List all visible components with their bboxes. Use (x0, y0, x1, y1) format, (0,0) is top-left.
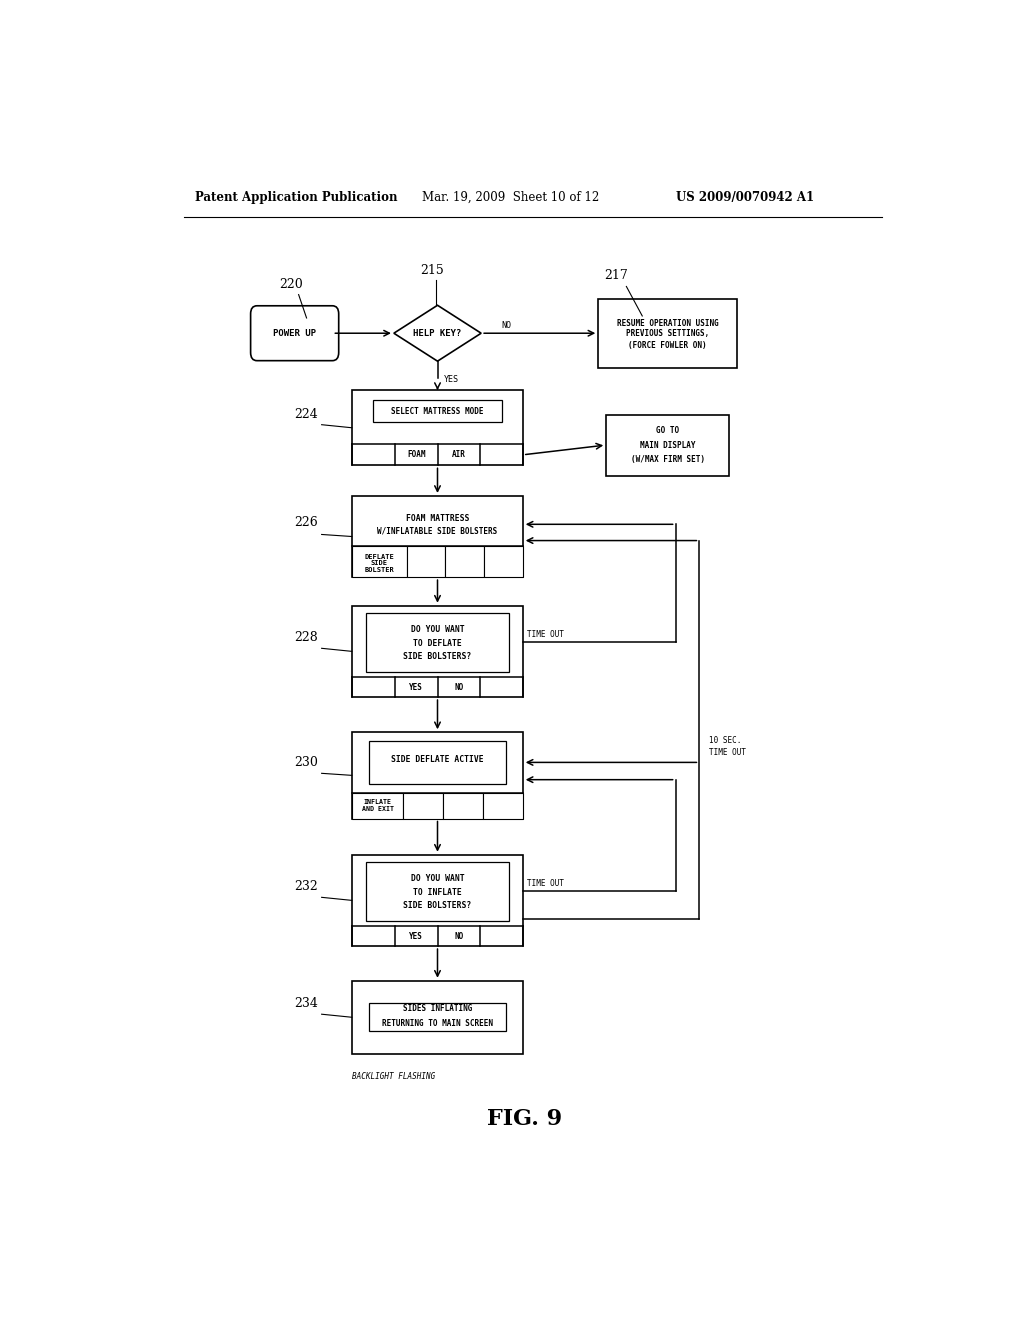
Text: SIDE DEFLATE ACTIVE: SIDE DEFLATE ACTIVE (391, 755, 483, 764)
Bar (352, 981, 523, 1053)
Text: HELP KEY?: HELP KEY? (414, 329, 462, 338)
Bar (352, 733, 523, 818)
Text: FIG. 9: FIG. 9 (487, 1107, 562, 1130)
Bar (483, 792, 523, 818)
Text: YES: YES (410, 932, 423, 941)
Bar (403, 792, 443, 818)
Bar (443, 792, 483, 818)
Text: Patent Application Publication: Patent Application Publication (196, 190, 398, 203)
Text: 224: 224 (295, 408, 318, 421)
Text: SIDES INFLATING: SIDES INFLATING (402, 1005, 472, 1012)
Text: SIDE: SIDE (371, 560, 388, 566)
Text: W/INFLATABLE SIDE BOLSTERS: W/INFLATABLE SIDE BOLSTERS (378, 527, 498, 536)
Text: SELECT MATTRESS MODE: SELECT MATTRESS MODE (391, 407, 483, 416)
Text: Mar. 19, 2009  Sheet 10 of 12: Mar. 19, 2009 Sheet 10 of 12 (422, 190, 599, 203)
Bar (366, 612, 509, 672)
Text: TIME OUT: TIME OUT (526, 879, 564, 887)
Text: RESUME OPERATION USING: RESUME OPERATION USING (616, 318, 719, 327)
Text: SIDE BOLSTERS?: SIDE BOLSTERS? (403, 902, 472, 911)
Text: BACKLIGHT FLASHING: BACKLIGHT FLASHING (352, 1072, 435, 1081)
Bar (352, 854, 523, 946)
Bar (352, 496, 523, 577)
Text: PREVIOUS SETTINGS,: PREVIOUS SETTINGS, (626, 329, 710, 338)
Text: (W/MAX FIRM SET): (W/MAX FIRM SET) (631, 455, 705, 463)
Text: AND EXIT: AND EXIT (361, 807, 394, 813)
Text: POWER UP: POWER UP (273, 329, 316, 338)
Polygon shape (394, 305, 481, 362)
Text: TIME OUT: TIME OUT (709, 747, 745, 756)
Text: 226: 226 (295, 516, 318, 529)
Text: 217: 217 (604, 269, 628, 282)
Bar (373, 400, 503, 422)
Text: RETURNING TO MAIN SCREEN: RETURNING TO MAIN SCREEN (382, 1019, 493, 1027)
Text: NO: NO (455, 932, 464, 941)
Bar (366, 862, 509, 921)
Text: 234: 234 (295, 997, 318, 1010)
Text: 220: 220 (279, 277, 302, 290)
Bar (445, 546, 484, 577)
Bar (370, 741, 506, 784)
Text: 228: 228 (295, 631, 318, 644)
Bar (407, 546, 445, 577)
Bar (370, 1003, 506, 1031)
Bar (606, 414, 729, 475)
Text: (FORCE FOWLER ON): (FORCE FOWLER ON) (629, 341, 707, 350)
FancyBboxPatch shape (251, 306, 339, 360)
Text: BOLSTER: BOLSTER (365, 568, 394, 573)
Text: DO YOU WANT: DO YOU WANT (411, 874, 464, 883)
Text: DO YOU WANT: DO YOU WANT (411, 624, 464, 634)
Text: NO: NO (455, 682, 464, 692)
Text: FOAM MATTRESS: FOAM MATTRESS (406, 513, 469, 523)
Text: INFLATE: INFLATE (364, 799, 392, 805)
Text: MAIN DISPLAY: MAIN DISPLAY (640, 441, 695, 450)
Bar (598, 298, 737, 368)
Text: 230: 230 (295, 756, 318, 770)
Text: US 2009/0070942 A1: US 2009/0070942 A1 (676, 190, 814, 203)
Text: YES: YES (410, 682, 423, 692)
Text: DEFLATE: DEFLATE (365, 554, 394, 560)
Bar (352, 546, 407, 577)
Text: NO: NO (501, 321, 511, 330)
Text: YES: YES (443, 375, 459, 384)
Text: TO INFLATE: TO INFLATE (413, 887, 462, 896)
Text: SIDE BOLSTERS?: SIDE BOLSTERS? (403, 652, 472, 661)
Text: AIR: AIR (452, 450, 466, 459)
Text: TIME OUT: TIME OUT (526, 630, 564, 639)
Bar (352, 606, 523, 697)
Text: FOAM: FOAM (407, 450, 425, 459)
Text: 232: 232 (295, 880, 318, 894)
Text: 215: 215 (420, 264, 443, 277)
Bar (352, 391, 523, 466)
Bar (484, 546, 523, 577)
Text: GO TO: GO TO (656, 426, 679, 436)
Text: 10 SEC.: 10 SEC. (709, 735, 741, 744)
Text: TO DEFLATE: TO DEFLATE (413, 639, 462, 648)
Bar (352, 792, 403, 818)
